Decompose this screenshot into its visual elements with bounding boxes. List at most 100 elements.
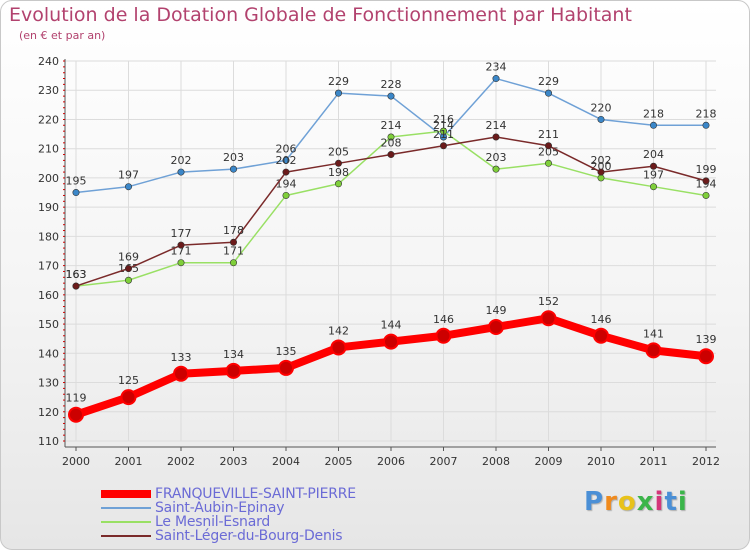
data-point [702, 191, 710, 199]
data-label: 133 [171, 351, 192, 364]
legend-item-series-0: FRANQUEVILLE-SAINT-PIERRE [101, 486, 356, 502]
data-label: 134 [223, 348, 244, 361]
data-label: 218 [643, 107, 664, 120]
y-tick-label: 200 [38, 172, 59, 185]
data-label: 214 [486, 119, 507, 132]
data-point [120, 389, 137, 406]
x-tick-label: 2007 [430, 455, 458, 468]
data-label: 152 [538, 295, 559, 308]
data-label: 125 [118, 374, 139, 387]
data-label: 197 [643, 169, 664, 182]
data-label: 198 [328, 166, 349, 179]
data-point [597, 168, 605, 176]
data-point [492, 165, 500, 173]
data-point [330, 339, 347, 356]
y-tick-label: 230 [38, 84, 59, 97]
data-label: 214 [381, 119, 402, 132]
data-point [544, 159, 552, 167]
data-point [334, 180, 342, 188]
data-point [387, 133, 395, 141]
data-label: 216 [433, 113, 454, 126]
y-tick-label: 160 [38, 289, 59, 302]
data-point [597, 115, 605, 123]
data-point [173, 365, 189, 382]
legend-label: Saint-Aubin-Epinay [155, 500, 285, 516]
data-point [125, 183, 133, 191]
data-point [492, 75, 500, 83]
data-label: 163 [66, 268, 87, 281]
legend-item-series-3: Saint-Léger-du-Bourg-Denis [101, 528, 343, 544]
data-label: 144 [381, 319, 402, 332]
legend-label: Le Mesnil-Esnard [155, 514, 271, 530]
data-point [177, 168, 185, 176]
data-label: 203 [223, 151, 244, 164]
data-label: 206 [276, 142, 297, 155]
y-tick-label: 130 [38, 377, 59, 390]
data-point [282, 168, 290, 176]
y-tick-label: 210 [38, 143, 59, 156]
data-label: 195 [66, 175, 87, 188]
data-label: 234 [486, 61, 507, 74]
y-tick-label: 110 [38, 435, 59, 448]
data-label: 163 [66, 268, 87, 281]
legend-label: FRANQUEVILLE-SAINT-PIERRE [155, 486, 356, 502]
y-tick-label: 120 [38, 406, 59, 419]
data-point [645, 342, 662, 359]
data-point [544, 142, 552, 150]
y-tick-label: 170 [38, 260, 59, 273]
data-label: 141 [643, 327, 664, 340]
data-label: 146 [433, 313, 454, 326]
x-tick-label: 2009 [535, 455, 563, 468]
legend-item-series-1: Saint-Aubin-Epinay [101, 500, 285, 516]
legend-swatch [101, 521, 151, 523]
legend-item-series-2: Le Mesnil-Esnard [101, 514, 271, 530]
data-label: 229 [328, 75, 349, 88]
data-point [125, 265, 133, 273]
data-label: 202 [276, 154, 297, 167]
data-label: 202 [171, 154, 192, 167]
data-label: 220 [591, 101, 612, 114]
x-tick-label: 2006 [377, 455, 405, 468]
data-point [230, 165, 238, 173]
data-point [177, 259, 185, 267]
data-label: 171 [223, 245, 244, 258]
data-label: 119 [66, 392, 87, 405]
data-point [387, 92, 395, 100]
data-point [225, 362, 242, 379]
proxiti-logo: Proxiti [584, 487, 688, 517]
data-label: 204 [643, 148, 664, 161]
legend-swatch [101, 535, 151, 537]
x-tick-label: 2008 [482, 455, 510, 468]
data-label: 203 [486, 151, 507, 164]
data-label: 205 [328, 145, 349, 158]
data-point [492, 133, 500, 141]
data-label: 178 [223, 224, 244, 237]
data-point [334, 89, 342, 97]
data-label: 135 [276, 345, 297, 358]
data-label: 169 [118, 251, 139, 264]
x-tick-label: 2004 [272, 455, 300, 468]
legend-swatch [101, 490, 151, 498]
data-label: 139 [696, 333, 717, 346]
data-label: 146 [591, 313, 612, 326]
data-label: 218 [696, 107, 717, 120]
data-point [387, 151, 395, 159]
data-label: 214 [433, 119, 454, 132]
legend-swatch [101, 507, 151, 509]
data-label: 177 [171, 227, 192, 240]
data-point [649, 121, 657, 129]
data-point [698, 348, 714, 365]
data-point [68, 406, 84, 423]
data-label: 228 [381, 78, 402, 91]
x-tick-label: 2002 [167, 455, 195, 468]
x-tick-label: 2011 [640, 455, 668, 468]
data-label: 211 [538, 128, 559, 141]
data-point [282, 191, 290, 199]
chart-subtitle: (en € et par an) [19, 29, 106, 42]
data-point [540, 310, 557, 327]
x-tick-label: 2000 [62, 455, 90, 468]
data-point [125, 276, 133, 284]
data-point [649, 162, 657, 170]
y-tick-label: 180 [38, 230, 59, 243]
